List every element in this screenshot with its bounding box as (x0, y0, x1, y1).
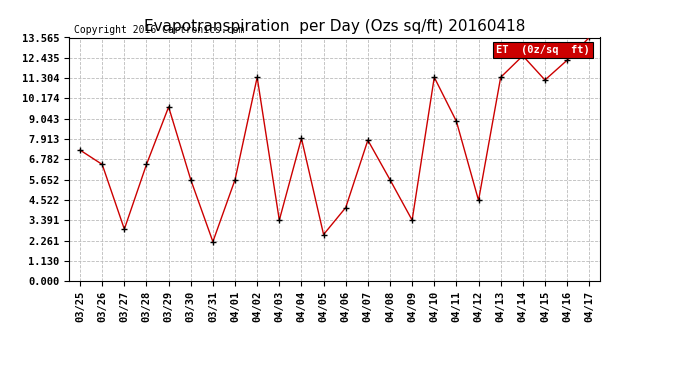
Text: ET  (0z/sq  ft): ET (0z/sq ft) (496, 45, 590, 55)
Title: Evapotranspiration  per Day (Ozs sq/ft) 20160418: Evapotranspiration per Day (Ozs sq/ft) 2… (144, 18, 525, 33)
Text: Copyright 2016 Cartronics.com: Copyright 2016 Cartronics.com (75, 25, 245, 35)
